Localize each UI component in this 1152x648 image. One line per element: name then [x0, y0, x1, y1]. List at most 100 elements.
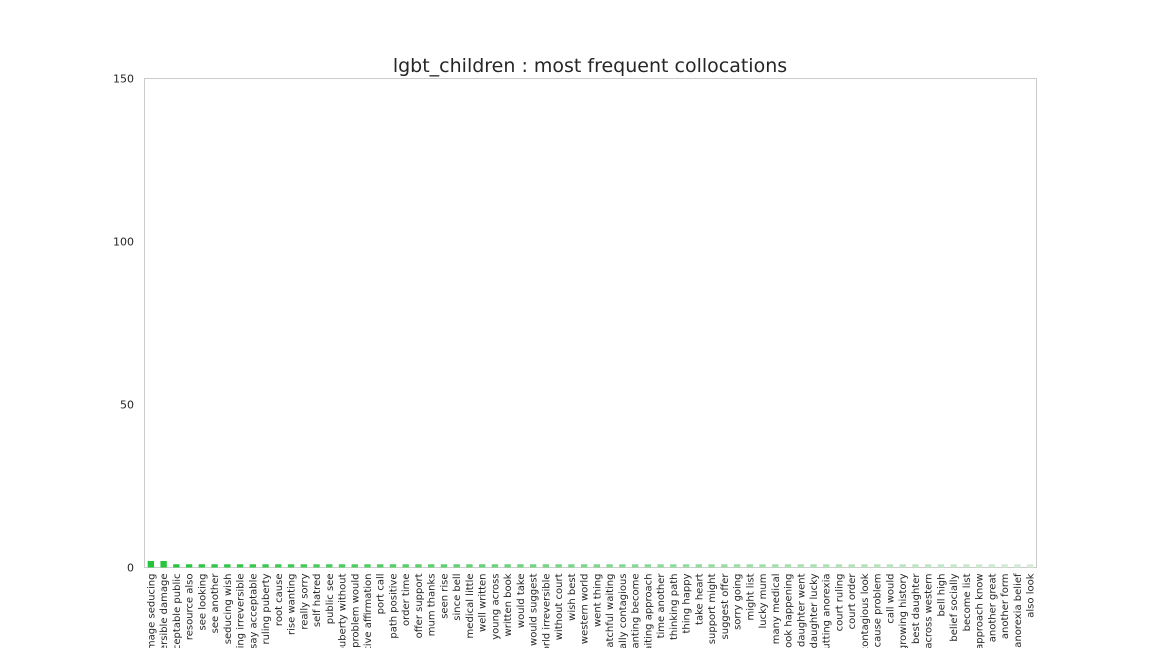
y-tick-label: 100 [113, 236, 134, 249]
x-tick-label: self hatred [312, 574, 323, 628]
bar [810, 564, 817, 568]
x-tick-label: wish best [567, 573, 578, 620]
bar [580, 564, 588, 568]
bar [198, 564, 206, 568]
y-axis: 0 50 100 150 [113, 73, 134, 575]
bar [695, 564, 702, 568]
x-tick-label: essay acceptable [248, 574, 259, 648]
bar [631, 564, 639, 568]
bar [262, 564, 269, 568]
bar [619, 564, 626, 568]
x-tick-label: world irreversible [541, 574, 552, 648]
bar [224, 564, 231, 568]
y-tick-label: 50 [120, 399, 134, 412]
x-tick-label: support might [707, 573, 718, 644]
x-tick-label: would suggest [529, 573, 540, 646]
x-tick-label: might list [745, 573, 756, 620]
x-tick-label: thing happy [682, 573, 693, 633]
x-tick-label: would take [516, 574, 527, 629]
bar [517, 564, 524, 568]
x-tick-label: puberty without [338, 573, 349, 648]
bar [1026, 564, 1034, 568]
bar [504, 564, 511, 568]
x-tick-label: public see [325, 574, 336, 625]
bar [721, 564, 728, 568]
x-tick-label: best daughter [911, 573, 922, 644]
bar [682, 564, 690, 568]
x-tick-label: ruling puberty [261, 573, 272, 644]
x-tick-label: look happening [784, 574, 795, 648]
x-tick-label: seeing irreversible [236, 574, 247, 648]
x-tick-label: cause problem [873, 574, 884, 648]
bar [874, 564, 881, 568]
bar [300, 564, 307, 568]
bar [937, 564, 945, 568]
x-tick-label: root cause [274, 574, 285, 627]
x-tick-label: without court [554, 573, 565, 640]
bar [848, 564, 855, 568]
bar [644, 564, 652, 568]
x-tick-label: daughter lucky [809, 573, 820, 648]
x-tick-label: really sorry [299, 573, 310, 629]
x-tick-label: approach know [975, 574, 986, 648]
bar [466, 564, 473, 568]
bar [338, 564, 346, 568]
bar [542, 564, 550, 568]
x-tick-label: rise wanting [287, 574, 298, 635]
x-tick-label: waiting approach [643, 574, 654, 648]
bar [733, 564, 741, 568]
bar [415, 564, 422, 568]
x-tick-label: call would [885, 574, 896, 624]
bar [479, 564, 486, 568]
bar [657, 564, 664, 568]
bar [555, 564, 562, 568]
x-tick-label: medical little [465, 574, 476, 639]
x-tick-label: court ruling [834, 574, 845, 632]
bar [236, 564, 244, 568]
bar [593, 564, 601, 568]
x-tick-label: young across [490, 574, 501, 640]
x-tick-label: watchful waiting [605, 574, 616, 648]
x-tick-label: socially contagious [618, 574, 629, 648]
x-tick-label: anorexia belief [1013, 573, 1024, 648]
x-tick-label: since bell [452, 574, 463, 621]
bar [708, 564, 715, 568]
bar [606, 564, 613, 568]
bar [287, 564, 295, 568]
bar [823, 564, 830, 568]
x-tick-label: cutting anorexia [822, 574, 833, 648]
x-tick-label: see looking [197, 574, 208, 631]
bar [491, 564, 499, 568]
x-tick-label: daughter went [796, 573, 807, 647]
chart-title: lgbt_children : most frequent collocatio… [393, 55, 787, 77]
bar [364, 564, 371, 568]
x-tick-label: acceptable public [172, 574, 183, 648]
x-tick-label: written book [503, 573, 514, 636]
bar [784, 564, 792, 568]
bar [389, 564, 397, 568]
x-tick-label: time another [656, 573, 667, 639]
x-axis: image seducing reversible damage acceptabl… [146, 573, 1036, 648]
x-tick-label: problem would [350, 574, 361, 648]
bar [185, 564, 193, 568]
x-tick-label: order time [401, 574, 412, 626]
x-tick-label: port call [376, 574, 387, 615]
x-tick-label: many medical [771, 574, 782, 645]
x-tick-label: growing history [898, 573, 909, 648]
bar [772, 564, 779, 568]
x-tick-label: across western [924, 574, 935, 648]
bar [402, 564, 409, 568]
x-tick-label: reversible damage [159, 574, 170, 648]
bar [147, 560, 155, 568]
bar [1014, 564, 1021, 568]
bar [326, 564, 333, 568]
bar-series [147, 560, 1034, 568]
bar [249, 564, 256, 568]
x-tick-label: take heart [694, 573, 705, 625]
x-tick-label: offer support [414, 573, 425, 638]
bar [428, 564, 435, 568]
bar [912, 564, 919, 568]
bar [759, 564, 766, 568]
x-tick-label: image seducing [146, 574, 157, 648]
